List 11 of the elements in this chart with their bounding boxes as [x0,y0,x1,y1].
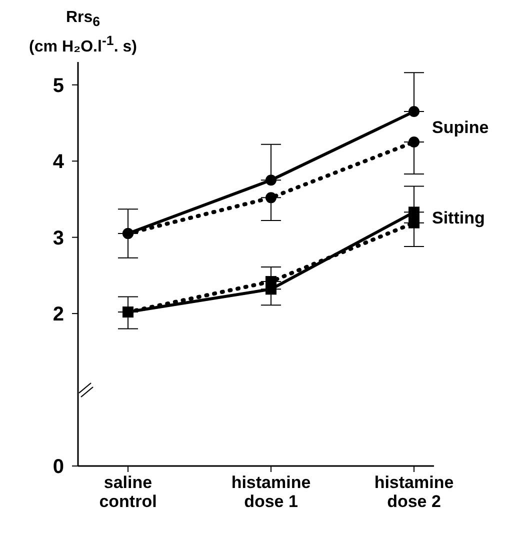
y-tick-label: 3 [52,227,64,250]
y-tick-label: 2 [52,304,64,326]
annotation: Sitting [432,208,485,228]
y-tick-label: 4 [52,151,65,174]
x-tick-label: saline control [99,473,157,511]
annotation: Supine [432,118,489,137]
x-tick-label: histamine dose 2 [374,473,454,511]
y-tick-label: 0 [52,456,64,478]
y-tick-label: 5 [52,74,64,97]
x-tick-label: histamine dose 1 [231,473,311,511]
y-axis-title: Rrs$_{6}$ (cm H₂O.l$^{-1}$. s) [28,8,138,56]
